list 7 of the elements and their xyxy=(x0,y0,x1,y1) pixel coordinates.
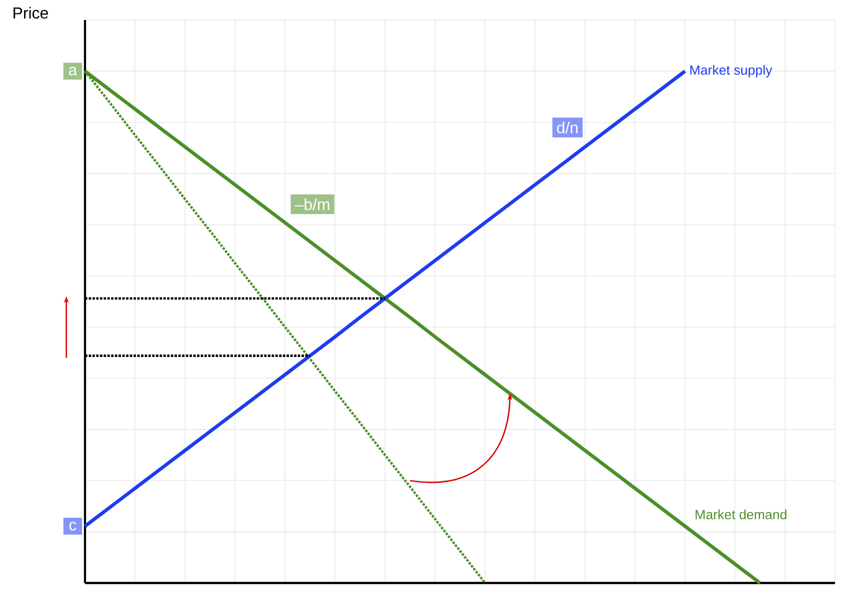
series-label: Market supply xyxy=(690,64,772,78)
text: c xyxy=(69,522,76,530)
series-label: Market demand xyxy=(696,509,786,520)
text: a xyxy=(68,66,78,76)
annotation: –b/m xyxy=(294,198,330,210)
annotation: d/n xyxy=(557,122,578,134)
y-axis-title: Price xyxy=(14,6,48,19)
